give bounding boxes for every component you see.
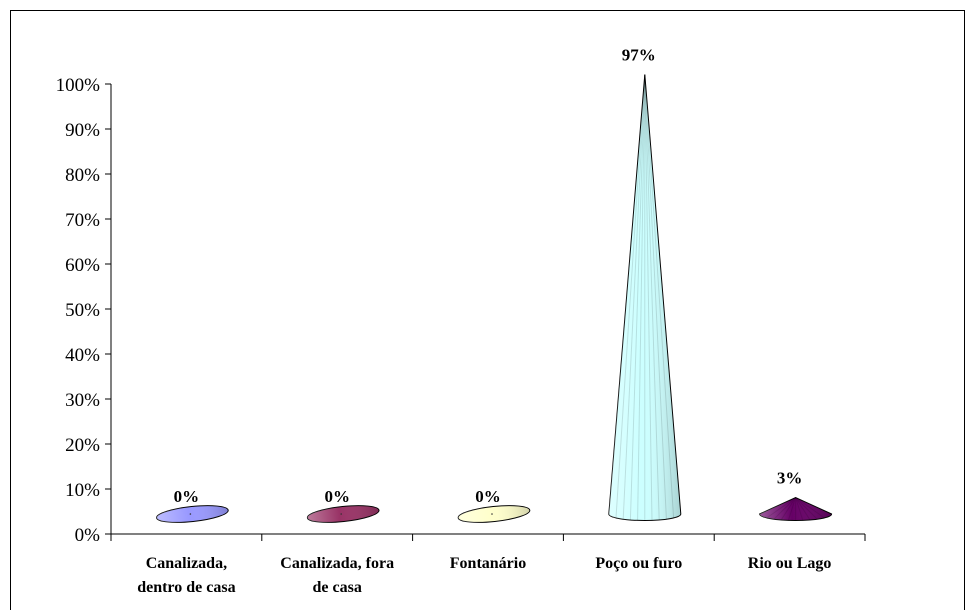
y-tick-label: 30% bbox=[65, 390, 100, 411]
cone-bar bbox=[156, 505, 229, 523]
x-category-label: Fontanário bbox=[450, 555, 526, 572]
x-category-label: Canalizada, dentro de casa bbox=[137, 555, 235, 596]
data-label: 0% bbox=[174, 487, 200, 506]
bars bbox=[156, 74, 833, 523]
x-category-label: Canalizada, fora de casa bbox=[280, 555, 394, 596]
cone-bar bbox=[608, 74, 682, 521]
cone-bar bbox=[306, 505, 380, 523]
y-tick-label: 10% bbox=[65, 480, 100, 501]
y-tick-label: 90% bbox=[65, 120, 100, 141]
data-label: 0% bbox=[475, 487, 501, 506]
y-tick-label: 0% bbox=[75, 525, 101, 546]
cone-bar bbox=[759, 496, 833, 521]
data-labels: 0% 0% 0% 97% 3% bbox=[174, 46, 803, 507]
y-tick-label: 20% bbox=[65, 435, 100, 456]
x-category-label: Poço ou furo bbox=[595, 555, 682, 572]
data-label: 0% bbox=[324, 487, 350, 506]
y-axis: 0% 10% 20% 30% 40% 50% 60% 70% 80% 90% 100% bbox=[56, 75, 112, 546]
y-tick-label: 60% bbox=[65, 255, 100, 276]
x-category-label: Rio ou Lago bbox=[748, 555, 832, 572]
y-tick-label: 70% bbox=[65, 210, 100, 231]
x-axis: Canalizada, dentro de casa Canalizada, for… bbox=[110, 533, 866, 596]
y-tick-label: 40% bbox=[65, 345, 100, 366]
y-tick-label: 50% bbox=[65, 300, 100, 321]
y-tick-label: 100% bbox=[56, 75, 101, 96]
data-label: 3% bbox=[777, 469, 803, 488]
data-label: 97% bbox=[622, 46, 656, 65]
y-tick-label: 80% bbox=[65, 165, 100, 186]
cone-bar bbox=[457, 505, 531, 523]
